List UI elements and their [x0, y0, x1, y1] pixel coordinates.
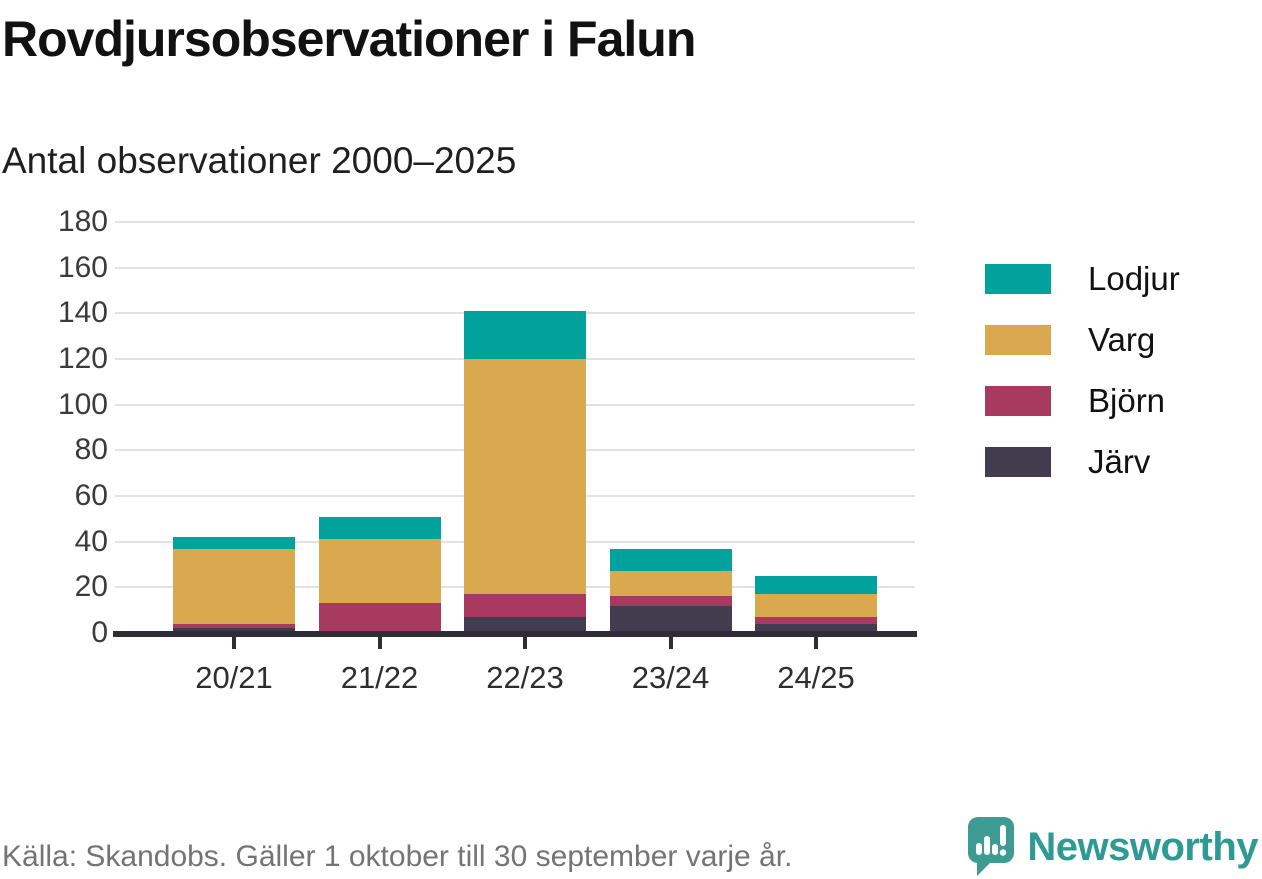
bar-21-22: [318, 222, 441, 633]
bar-segment-lodjur: [464, 311, 586, 359]
bar-segment-varg: [609, 571, 732, 597]
y-tick-label: 120: [57, 342, 108, 375]
x-tick-label: 21/22: [340, 660, 419, 695]
plot-area: [115, 221, 915, 633]
x-tick-label: 20/21: [195, 660, 273, 695]
y-tick-label: 0: [91, 616, 108, 649]
bar-segment-lodjur: [609, 548, 732, 572]
bar-segment-varg: [173, 548, 295, 624]
y-tick-label: 180: [57, 205, 108, 238]
newsworthy-logo-icon: [968, 817, 1015, 876]
legend-label: Varg: [1088, 321, 1156, 358]
bar-segment-järv: [755, 623, 877, 633]
legend-swatch: [985, 263, 1051, 294]
bar-24-25: [755, 222, 877, 633]
y-tick-label: 20: [74, 570, 108, 604]
x-tick: [232, 637, 236, 649]
bar-segment-järv: [464, 617, 586, 633]
bar-segment-björn: [318, 603, 441, 633]
x-axis-line: [113, 631, 917, 637]
gridline: [115, 266, 915, 269]
legend-label: Järv: [1088, 443, 1151, 480]
x-tick-label: 24/25: [777, 660, 855, 695]
bar-segment-varg: [318, 539, 441, 604]
bar-segment-lodjur: [318, 516, 441, 540]
bar-segment-björn: [173, 623, 295, 629]
y-tick-label: 60: [74, 479, 108, 512]
chart-subtitle: Antal observationer 2000–2025: [2, 140, 517, 181]
y-tick-label: 160: [57, 250, 108, 284]
bar-segment-björn: [609, 596, 732, 606]
gridline: [115, 221, 915, 223]
x-tick: [523, 637, 527, 649]
legend-swatch: [985, 446, 1051, 477]
brand-logo: Newsworthy: [967, 816, 1258, 878]
bar-segment-björn: [464, 594, 586, 618]
bar-segment-varg: [755, 594, 877, 618]
bar-segment-järv: [173, 628, 295, 633]
brand-name: Newsworthy: [1027, 824, 1258, 869]
bar-20-21: [173, 222, 295, 633]
bar-segment-björn: [755, 617, 877, 624]
source-note: Källa: Skandobs. Gäller 1 oktober till 3…: [2, 840, 793, 873]
legend-row-varg: Varg: [985, 323, 1180, 356]
y-tick-label: 80: [74, 433, 108, 467]
x-tick: [377, 637, 382, 649]
y-tick-label: 140: [57, 296, 108, 330]
x-tick: [668, 637, 673, 649]
page-title: Rovdjursobservationer i Falun: [2, 11, 696, 67]
legend-label: Lodjur: [1088, 260, 1180, 297]
bar-23-24: [609, 222, 732, 633]
legend-swatch: [985, 324, 1051, 355]
bar-segment-varg: [464, 359, 586, 595]
legend-row-lodjur: Lodjur: [985, 262, 1180, 295]
bar-22-23: [464, 222, 586, 633]
bar-segment-lodjur: [173, 537, 295, 549]
y-tick-label: 100: [57, 387, 108, 421]
x-tick-label: 22/23: [486, 660, 564, 695]
gridline: [115, 358, 915, 360]
legend-row-järv: Järv: [985, 445, 1180, 478]
y-tick-label: 40: [74, 524, 108, 558]
chart-legend: Lodjur Varg Björn Järv: [985, 262, 1180, 506]
legend-label: Björn: [1088, 382, 1166, 419]
x-tick: [814, 637, 818, 649]
legend-row-björn: Björn: [985, 384, 1180, 417]
x-tick-label: 23/24: [631, 660, 710, 695]
legend-swatch: [985, 385, 1051, 416]
bar-segment-järv: [609, 605, 732, 633]
bar-segment-lodjur: [755, 575, 877, 595]
